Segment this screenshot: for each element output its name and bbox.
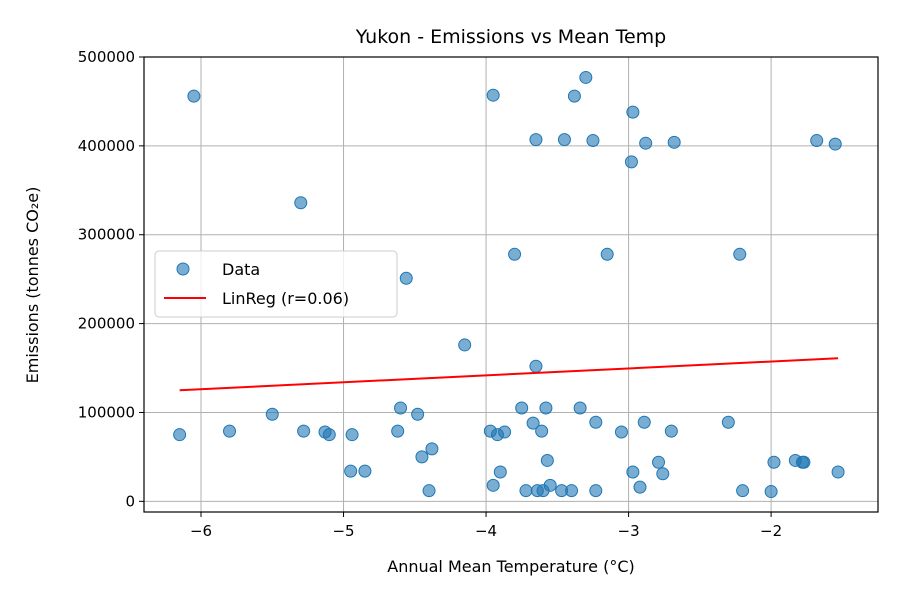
data-point (535, 424, 549, 438)
data-point (498, 425, 512, 439)
data-point (519, 484, 533, 498)
data-point (543, 478, 557, 492)
y-axis-label: Emissions (tonnes CO₂e) (23, 187, 42, 384)
data-point (529, 359, 543, 373)
data-point (391, 424, 405, 438)
data-point (422, 484, 436, 498)
y-axis-ticks: 0 100000 200000 300000 400000 500000 (78, 48, 144, 510)
y-tick-label: 100000 (78, 403, 135, 421)
data-point (600, 247, 614, 261)
data-point (415, 450, 429, 464)
data-point (486, 88, 500, 102)
x-axis-ticks: −6 −5 −4 −3 −2 (190, 512, 782, 540)
data-point (345, 428, 359, 442)
y-tick-label: 300000 (78, 226, 135, 244)
data-point (626, 105, 640, 119)
data-point (265, 407, 279, 421)
x-tick-label: −3 (618, 522, 640, 540)
data-point (515, 401, 529, 415)
legend-marker-data (176, 262, 190, 276)
data-point (399, 271, 413, 285)
data-point (633, 480, 647, 494)
data-point (656, 467, 670, 481)
data-point (508, 247, 522, 261)
data-point (586, 134, 600, 148)
data-point (493, 465, 507, 479)
data-point (828, 137, 842, 151)
regression-line-path (179, 357, 839, 392)
legend-label-data: Data (222, 260, 260, 279)
data-point (579, 70, 593, 84)
data-point (637, 415, 651, 429)
data-point (652, 455, 666, 469)
data-point (526, 416, 540, 430)
legend-box (154, 250, 398, 318)
data-point (567, 89, 581, 103)
legend-label-linreg: LinReg (r=0.06) (222, 289, 349, 308)
data-point (539, 401, 553, 415)
data-point (458, 338, 472, 352)
y-tick-label: 0 (125, 492, 135, 510)
x-tick-label: −2 (760, 522, 782, 540)
y-tick-label: 200000 (78, 315, 135, 333)
data-point (764, 485, 778, 499)
data-point (358, 464, 372, 478)
data-point (797, 455, 811, 469)
y-tick-label: 400000 (78, 137, 135, 155)
data-point (831, 465, 845, 479)
data-point (626, 465, 640, 479)
data-point (322, 428, 336, 442)
data-point (589, 415, 603, 429)
data-point (624, 155, 638, 169)
data-point (411, 407, 425, 421)
data-point (736, 484, 750, 498)
x-tick-label: −4 (475, 522, 497, 540)
data-point (733, 247, 747, 261)
data-point (486, 478, 500, 492)
data-point (664, 424, 678, 438)
data-point (810, 134, 824, 148)
data-point (294, 196, 308, 210)
x-tick-label: −6 (190, 522, 212, 540)
data-point (394, 401, 408, 415)
data-point (540, 453, 554, 467)
data-point (223, 424, 237, 438)
regression-line (179, 357, 839, 392)
y-tick-label: 500000 (78, 48, 135, 66)
data-point (344, 464, 358, 478)
data-point (573, 401, 587, 415)
data-point (425, 442, 439, 456)
data-point (565, 484, 579, 498)
data-point (667, 135, 681, 149)
x-tick-label: −5 (332, 522, 354, 540)
data-point (614, 425, 628, 439)
data-points (173, 70, 845, 499)
x-axis-label: Annual Mean Temperature (°C) (387, 557, 634, 576)
data-point (173, 428, 187, 442)
data-point (187, 89, 201, 103)
data-point (767, 455, 781, 469)
plot-frame (143, 56, 879, 513)
legend: Data LinReg (r=0.06) (154, 250, 398, 318)
data-point (639, 136, 653, 150)
data-point (589, 484, 603, 498)
chart-title: Yukon - Emissions vs Mean Temp (355, 26, 667, 48)
data-point (721, 415, 735, 429)
data-point (557, 133, 571, 147)
data-point (529, 133, 543, 147)
data-point (297, 424, 311, 438)
